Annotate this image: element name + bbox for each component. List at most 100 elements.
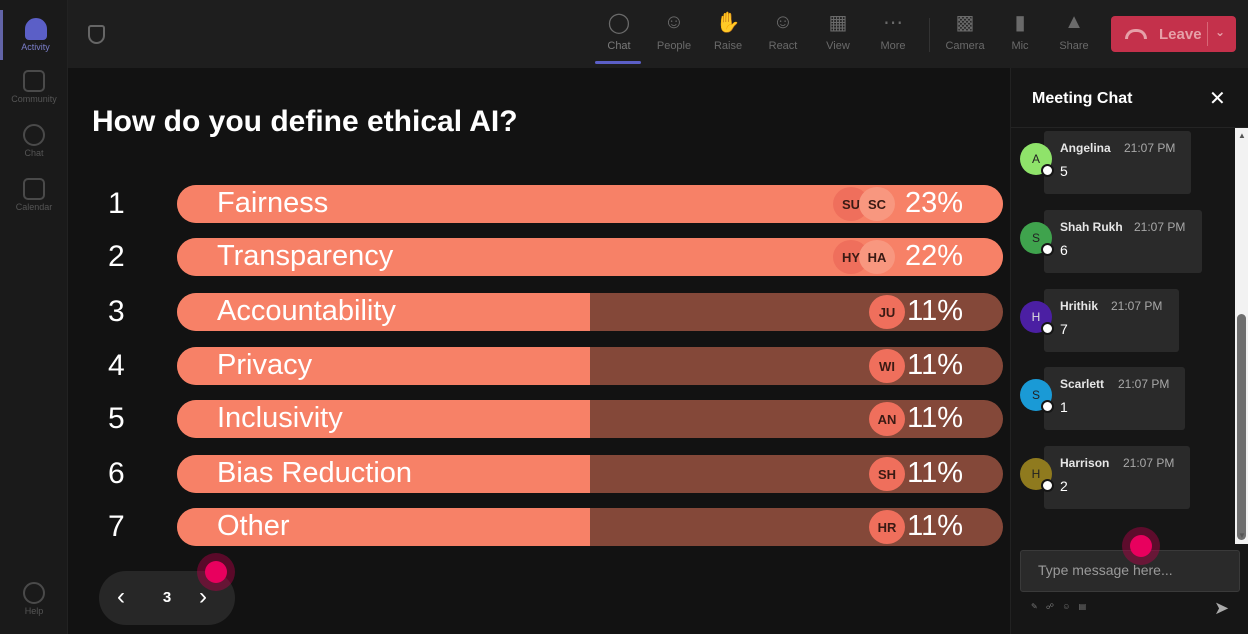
rail-item-community[interactable]: Community [0,62,68,112]
more-button[interactable]: ⋯ More [867,10,919,62]
voter-avatar: SC [859,187,895,221]
close-icon[interactable]: ✕ [1209,88,1226,110]
message-time: 21:07 PM [1123,456,1175,470]
mic-button[interactable]: ▮ Mic [994,10,1046,62]
camera-off-icon: ▩ [955,11,975,34]
chat-button[interactable]: ◯ Chat [593,10,645,64]
status-icon [1041,243,1054,256]
leave-button[interactable]: Leave ⌄ [1111,16,1236,52]
send-icon[interactable]: ➤ [1214,598,1230,618]
status-icon [1041,322,1054,335]
rail-item-activity[interactable]: Activity [0,10,68,60]
option-fill [177,455,590,493]
rail-item-chat[interactable]: Chat [0,116,68,166]
rail-item-label: Calendar [15,202,53,212]
rail-item-calendar[interactable]: Calendar [0,170,68,220]
scroll-down-icon[interactable]: ▼ [1238,531,1246,540]
option-fill [177,400,590,438]
pointer-indicator [205,561,227,583]
smiley-icon: ☺ [772,10,794,33]
option-label: Other [217,510,290,542]
message-text: 1 [1060,399,1068,415]
sender-name: Harrison [1060,456,1110,470]
poll-option-row: 5 Inclusivity AN 11% [68,400,1010,438]
shield-icon[interactable] [88,25,105,44]
share-button-label: Share [1059,40,1089,52]
raise-button-label: Raise [713,40,743,52]
option-label: Privacy [217,349,313,381]
chat-title: Meeting Chat [1032,90,1133,107]
chat-icon: ◯ [607,11,631,34]
chat-message: Harrison 21:07 PM 2 [1044,446,1190,509]
scroll-up-icon[interactable]: ▲ [1238,131,1246,140]
voter-avatar: WI [869,349,905,383]
poll-option-row: 4 Privacy WI 11% [68,347,1010,385]
message-text: 7 [1060,321,1068,337]
leave-button-label: Leave [1159,25,1202,43]
rail-item-label: Chat [24,148,44,158]
grid-icon: ▦ [828,11,848,34]
share-button[interactable]: ▲ Share [1048,10,1100,62]
compose-tools[interactable]: ✎ ☍ ☺ ▤ [1031,602,1090,611]
hang-up-icon [1125,29,1147,39]
message-text: 2 [1060,478,1068,494]
camera-button-label: Camera [945,40,985,52]
option-rank: 2 [108,240,125,273]
chat-message-input[interactable]: Type message here... [1020,550,1240,592]
option-bar: Inclusivity AN 11% [177,400,1003,438]
option-bar: Accountability JU 11% [177,293,1003,331]
poll-option-row: 3 Accountability JU 11% [68,293,1010,331]
chevron-right-icon[interactable]: › [199,583,207,610]
people-button-label: People [656,40,692,52]
chat-header: Meeting Chat ✕ [1011,68,1248,128]
voter-avatar: HR [869,510,905,544]
option-rank: 1 [108,187,125,220]
react-button[interactable]: ☺ React [757,10,809,62]
option-bar: Fairness SU SC 23% [177,185,1003,223]
camera-button[interactable]: ▩ Camera [939,10,991,62]
status-icon [1041,164,1054,177]
avatar: H [1020,301,1054,335]
option-label: Transparency [217,240,394,272]
avatar: S [1020,222,1054,256]
option-rank: 6 [108,457,125,490]
option-fill [177,508,590,546]
avatar: S [1020,379,1054,413]
rail-item-help[interactable]: Help [0,574,68,624]
raise-hand-button[interactable]: ✋ Raise [702,10,754,62]
option-rank: 7 [108,510,125,543]
page-number: 3 [162,589,172,606]
bell-icon [24,18,47,40]
message-time: 21:07 PM [1111,299,1163,313]
option-bar: Other HR 11% [177,508,1003,546]
poll-option-row: 7 Other HR 11% [68,508,1010,546]
chat-icon [23,124,45,146]
calendar-icon [23,178,45,200]
message-time: 21:07 PM [1134,220,1186,234]
people-button[interactable]: ☺ People [648,10,700,62]
community-icon [23,70,45,92]
avatar: H [1020,458,1054,492]
view-button[interactable]: ▦ View [812,10,864,62]
avatar-initial: S [1031,231,1040,245]
message-time: 21:07 PM [1124,141,1176,155]
voter-avatar: JU [869,295,905,329]
sender-name: Shah Rukh [1060,220,1123,234]
chevron-down-icon[interactable]: ⌄ [1215,25,1226,39]
scrollbar-thumb[interactable] [1237,314,1246,540]
rail-item-label: Community [11,94,57,104]
message-time: 21:07 PM [1118,377,1170,391]
avatar: A [1020,143,1054,177]
meeting-toolbar: ◯ Chat ☺ People ✋ Raise ☺ React ▦ View ⋯… [68,0,1248,68]
microphone-icon: ▮ [1014,11,1026,34]
react-button-label: React [768,40,798,52]
chat-scrollbar[interactable]: ▲ ▼ [1235,128,1248,544]
chat-button-label: Chat [607,40,631,52]
option-percent: 22% [904,240,963,272]
share-screen-icon: ▲ [1064,10,1084,33]
leave-divider [1207,22,1208,46]
chevron-left-icon[interactable]: ‹ [117,583,125,610]
message-text: 6 [1060,242,1068,258]
hand-icon: ✋ [715,11,741,34]
avatar-initial: H [1031,310,1041,324]
